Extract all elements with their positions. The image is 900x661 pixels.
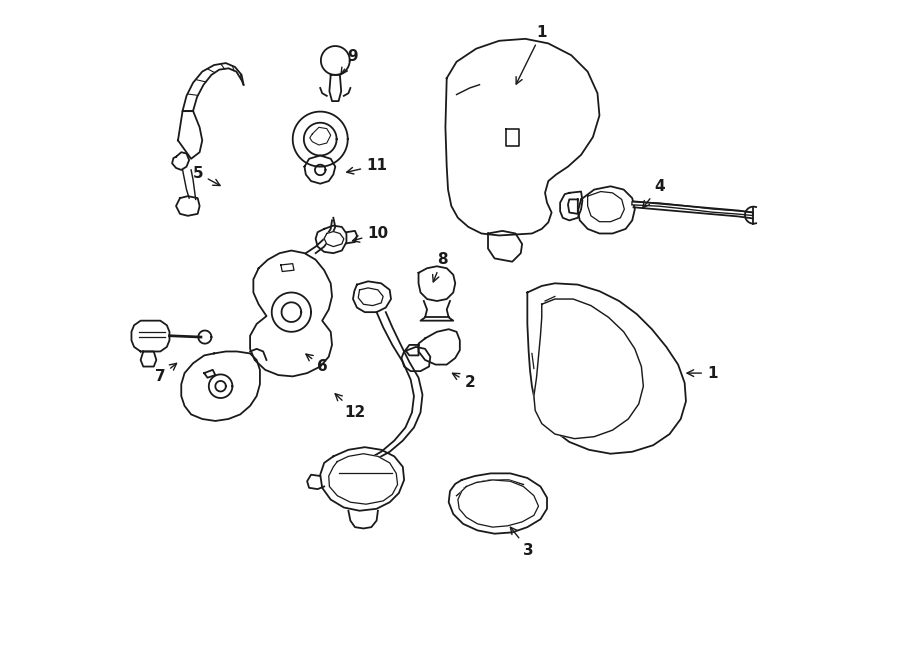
Polygon shape	[506, 129, 518, 145]
Polygon shape	[449, 473, 547, 533]
Text: 2: 2	[453, 373, 475, 391]
Polygon shape	[215, 381, 226, 391]
Polygon shape	[418, 329, 460, 365]
Text: 12: 12	[335, 394, 365, 420]
Polygon shape	[316, 225, 346, 253]
Polygon shape	[329, 75, 341, 101]
Polygon shape	[307, 475, 324, 489]
Polygon shape	[458, 480, 538, 527]
Polygon shape	[140, 352, 157, 367]
Polygon shape	[204, 369, 215, 377]
Polygon shape	[321, 46, 350, 75]
Polygon shape	[352, 468, 375, 492]
Polygon shape	[181, 352, 260, 421]
Polygon shape	[304, 123, 337, 155]
Polygon shape	[446, 39, 599, 235]
Polygon shape	[568, 200, 578, 214]
Polygon shape	[320, 447, 404, 511]
Polygon shape	[405, 345, 418, 356]
Polygon shape	[250, 251, 332, 376]
Polygon shape	[176, 196, 200, 215]
Polygon shape	[281, 264, 294, 272]
Polygon shape	[527, 284, 686, 453]
Polygon shape	[172, 152, 189, 170]
Polygon shape	[328, 453, 398, 504]
Text: 6: 6	[306, 354, 328, 374]
Polygon shape	[401, 347, 430, 371]
Polygon shape	[282, 302, 302, 322]
Polygon shape	[304, 155, 336, 184]
Polygon shape	[488, 231, 522, 262]
Polygon shape	[178, 111, 202, 159]
Polygon shape	[183, 63, 244, 111]
Text: 10: 10	[353, 226, 389, 242]
Text: 1: 1	[516, 24, 547, 84]
Polygon shape	[292, 112, 347, 167]
Polygon shape	[306, 217, 336, 253]
Polygon shape	[348, 511, 378, 528]
Text: 7: 7	[155, 364, 176, 384]
Polygon shape	[315, 165, 326, 175]
Polygon shape	[420, 301, 454, 321]
Polygon shape	[578, 186, 634, 233]
Polygon shape	[346, 231, 357, 243]
Text: 9: 9	[341, 49, 358, 75]
Text: 11: 11	[346, 158, 387, 174]
Polygon shape	[272, 292, 311, 332]
Text: 3: 3	[510, 527, 534, 558]
Polygon shape	[324, 231, 344, 247]
Polygon shape	[588, 192, 625, 221]
Polygon shape	[534, 299, 643, 439]
Polygon shape	[560, 192, 582, 220]
Text: 8: 8	[433, 253, 447, 282]
Polygon shape	[131, 321, 169, 352]
Text: 4: 4	[643, 179, 665, 208]
Polygon shape	[209, 374, 232, 398]
Text: 1: 1	[687, 366, 717, 381]
Polygon shape	[418, 266, 455, 301]
Polygon shape	[353, 282, 391, 312]
Text: 5: 5	[193, 166, 220, 186]
Polygon shape	[198, 330, 212, 344]
Polygon shape	[310, 128, 330, 145]
Polygon shape	[358, 288, 383, 305]
